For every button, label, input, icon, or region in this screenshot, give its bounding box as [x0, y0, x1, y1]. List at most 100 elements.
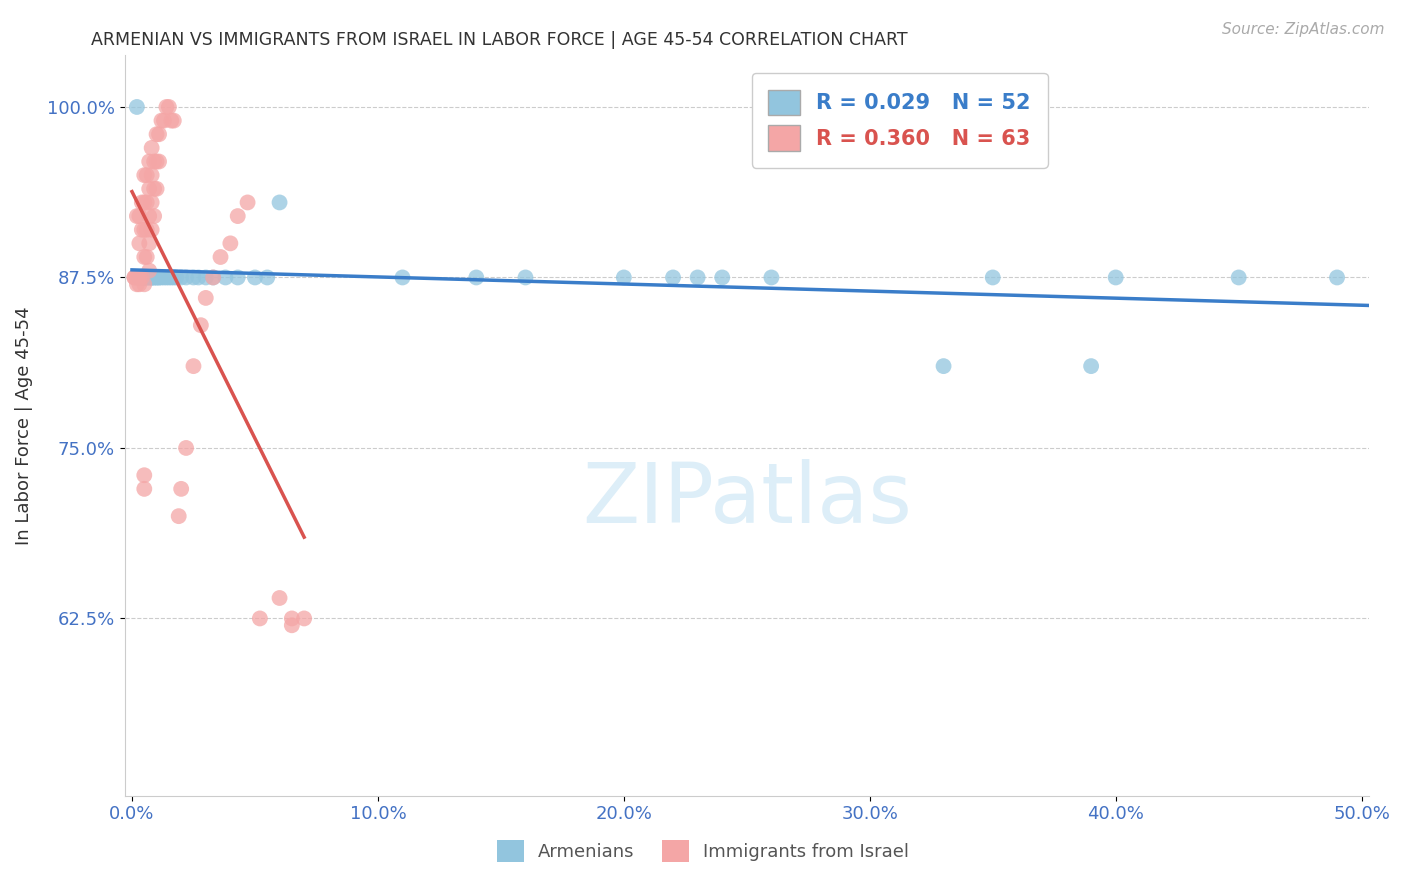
- Point: [174, 441, 197, 455]
- Point: [167, 509, 190, 524]
- Point: [131, 270, 153, 285]
- Point: [135, 223, 157, 237]
- Point: [163, 113, 186, 128]
- Point: [131, 270, 153, 285]
- Point: [202, 270, 225, 285]
- Point: [125, 209, 148, 223]
- Point: [141, 270, 163, 285]
- Point: [194, 291, 217, 305]
- Point: [515, 270, 537, 285]
- Point: [153, 270, 176, 285]
- Point: [1105, 270, 1128, 285]
- Point: [134, 270, 156, 285]
- Point: [145, 154, 167, 169]
- Point: [711, 270, 734, 285]
- Point: [194, 270, 217, 285]
- Point: [128, 209, 150, 223]
- Point: [155, 270, 177, 285]
- Legend: R = 0.029   N = 52, R = 0.360   N = 63: R = 0.029 N = 52, R = 0.360 N = 63: [752, 73, 1047, 168]
- Y-axis label: In Labor Force | Age 45-54: In Labor Force | Age 45-54: [15, 306, 32, 545]
- Point: [135, 168, 157, 182]
- Point: [391, 270, 413, 285]
- Point: [209, 250, 232, 264]
- Point: [128, 270, 150, 285]
- Point: [145, 270, 167, 285]
- Point: [134, 250, 156, 264]
- Point: [124, 270, 146, 285]
- Point: [141, 141, 163, 155]
- Point: [236, 195, 259, 210]
- Point: [128, 270, 150, 285]
- Point: [1227, 270, 1250, 285]
- Point: [135, 195, 157, 210]
- Point: [281, 618, 304, 632]
- Point: [1326, 270, 1348, 285]
- Point: [269, 591, 291, 605]
- Point: [292, 611, 315, 625]
- Point: [131, 270, 153, 285]
- Point: [134, 168, 156, 182]
- Point: [135, 270, 157, 285]
- Point: [613, 270, 636, 285]
- Point: [148, 128, 170, 142]
- Point: [761, 270, 783, 285]
- Point: [128, 277, 150, 292]
- Text: ARMENIAN VS IMMIGRANTS FROM ISRAEL IN LABOR FORCE | AGE 45-54 CORRELATION CHART: ARMENIAN VS IMMIGRANTS FROM ISRAEL IN LA…: [91, 31, 908, 49]
- Point: [226, 270, 249, 285]
- Point: [243, 270, 266, 285]
- Point: [249, 611, 271, 625]
- Point: [134, 277, 156, 292]
- Point: [190, 318, 212, 333]
- Point: [125, 270, 148, 285]
- Point: [138, 270, 160, 285]
- Point: [145, 270, 167, 285]
- Point: [269, 195, 291, 210]
- Point: [148, 270, 170, 285]
- Point: [155, 100, 177, 114]
- Point: [124, 270, 146, 285]
- Point: [128, 236, 150, 251]
- Point: [143, 182, 166, 196]
- Point: [1080, 359, 1102, 373]
- Point: [256, 270, 278, 285]
- Point: [141, 270, 163, 285]
- Point: [138, 182, 160, 196]
- Point: [148, 154, 170, 169]
- Point: [932, 359, 955, 373]
- Point: [138, 236, 160, 251]
- Point: [163, 270, 186, 285]
- Point: [125, 270, 148, 285]
- Point: [143, 270, 166, 285]
- Point: [134, 270, 156, 285]
- Point: [138, 154, 160, 169]
- Point: [170, 482, 193, 496]
- Point: [141, 195, 163, 210]
- Point: [170, 270, 193, 285]
- Point: [143, 154, 166, 169]
- Point: [143, 209, 166, 223]
- Point: [145, 128, 167, 142]
- Point: [138, 270, 160, 285]
- Point: [134, 468, 156, 483]
- Point: [141, 168, 163, 182]
- Point: [134, 482, 156, 496]
- Point: [145, 182, 167, 196]
- Point: [160, 270, 183, 285]
- Point: [131, 223, 153, 237]
- Point: [134, 270, 156, 285]
- Point: [150, 270, 173, 285]
- Point: [662, 270, 685, 285]
- Point: [125, 100, 148, 114]
- Point: [281, 611, 304, 625]
- Point: [981, 270, 1004, 285]
- Point: [226, 209, 249, 223]
- Point: [160, 113, 183, 128]
- Text: ZIPatlas: ZIPatlas: [582, 459, 911, 540]
- Point: [131, 195, 153, 210]
- Point: [138, 263, 160, 277]
- Point: [174, 270, 197, 285]
- Point: [157, 270, 180, 285]
- Legend: Armenians, Immigrants from Israel: Armenians, Immigrants from Israel: [489, 833, 917, 870]
- Point: [157, 100, 180, 114]
- Point: [183, 270, 205, 285]
